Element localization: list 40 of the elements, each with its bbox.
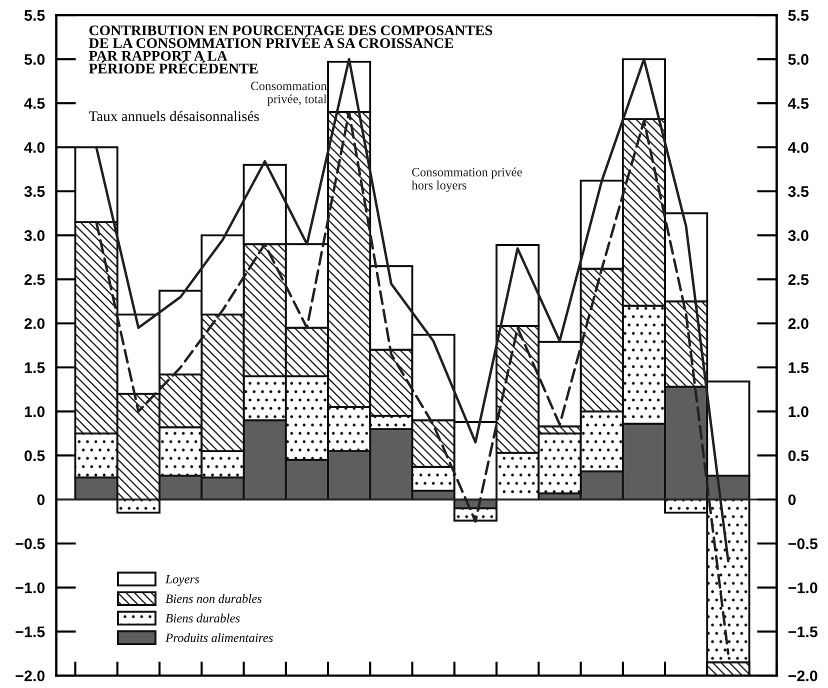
text: CONTRIBUTION EN POURCENTAGE DES COMPOSANTES DE LA CONSOMMATION PRIVÉE A SA CROISSANCE PAR RAPPORT A LA PÉRIODE PRÉCÉDENTE xyxy=(88,26,492,74)
text: Consommation privée hors loyers xyxy=(412,168,522,192)
y-tick-label: 2.5 xyxy=(24,274,45,286)
y-tick-label: 0.5 xyxy=(24,450,45,462)
y2-tick-label: 4.5 xyxy=(788,98,809,109)
y-tick-label: −1.0 xyxy=(16,582,45,594)
y2-tick-label: 5.5 xyxy=(788,10,809,21)
y-tick-label: 3.5 xyxy=(24,186,45,197)
y-tick-label: 1.0 xyxy=(24,406,45,418)
legend-label: Biens durables xyxy=(166,614,240,622)
legend-label: Biens non durables xyxy=(166,594,262,603)
y2-tick-label: 3.5 xyxy=(788,186,809,197)
y2-tick-label: 2.5 xyxy=(788,274,809,286)
y-tick-label: −0.5 xyxy=(16,538,45,550)
y-tick-label: 0 xyxy=(37,494,45,506)
y-tick-label: 1.5 xyxy=(24,362,45,374)
y2-tick-label: −1.5 xyxy=(788,626,818,638)
y-tick-label: 4.5 xyxy=(24,98,45,109)
y2-tick-label: 0.5 xyxy=(788,450,809,462)
y2-tick-label: 5.0 xyxy=(788,54,808,65)
y-tick-label: 4.0 xyxy=(24,142,45,153)
y2-tick-label: 4.0 xyxy=(788,142,808,153)
y2-tick-label: −2.0 xyxy=(788,670,818,682)
y2-tick-label: −0.5 xyxy=(788,538,818,550)
y-tick-label: −2.0 xyxy=(16,670,45,682)
y2-tick-label: 0 xyxy=(788,494,796,506)
text: Taux annuels désaisonnalisés xyxy=(88,110,259,122)
y-tick-label: −1.5 xyxy=(16,626,45,638)
y2-tick-label: 1.5 xyxy=(788,362,809,374)
y2-tick-label: 2.0 xyxy=(788,318,808,330)
y2-tick-label: 1.0 xyxy=(788,406,808,418)
y2-tick-label: 3.0 xyxy=(788,230,808,242)
legend-label: Produits alimentaires xyxy=(165,633,273,642)
y-tick-label: 5.0 xyxy=(24,54,45,65)
series-label: Consommation privée, total xyxy=(250,82,327,106)
y-tick-label: 5.5 xyxy=(24,10,45,21)
y-tick-label: 2.0 xyxy=(24,318,45,330)
y-tick-label: 3.0 xyxy=(24,230,45,242)
legend-label: Loyers xyxy=(165,575,200,586)
y2-tick-label: −1.0 xyxy=(788,582,818,594)
